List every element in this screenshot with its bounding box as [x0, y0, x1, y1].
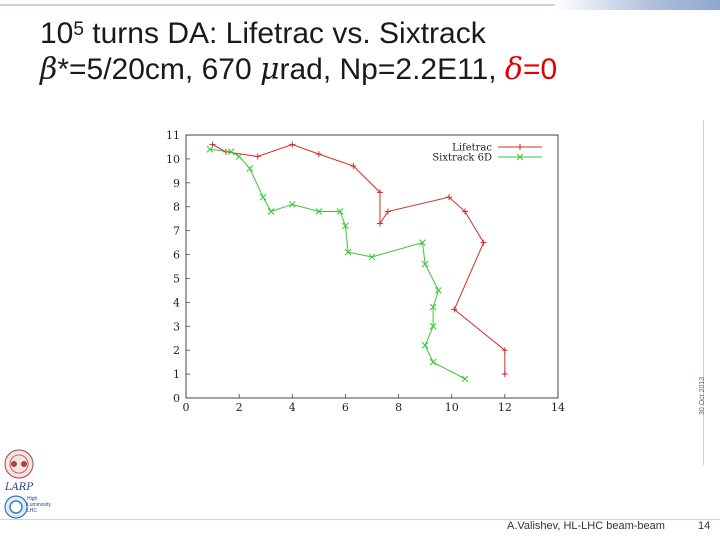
data-point	[267, 208, 275, 215]
x-tick-label: 14	[551, 401, 565, 414]
data-point	[421, 342, 429, 349]
x-tick-label: 10	[445, 401, 459, 414]
data-point	[376, 189, 383, 196]
x-tick-label: 2	[236, 401, 243, 414]
data-point	[254, 153, 261, 160]
y-tick-label: 0	[173, 392, 180, 405]
y-tick-label: 2	[173, 344, 180, 357]
mu-symbol: μ	[259, 52, 280, 87]
data-point	[429, 358, 437, 366]
y-tick-label: 6	[173, 249, 180, 262]
data-point	[384, 208, 391, 215]
series-sixtrack-6d	[206, 145, 469, 383]
x-tick-label: 12	[498, 401, 512, 414]
y-tick-label: 11	[166, 129, 180, 142]
slide-title: 105 turns DA: Lifetrac vs. Sixtrack β*=5…	[40, 16, 557, 88]
data-point	[288, 200, 296, 208]
larp-logo: LARP	[4, 449, 34, 493]
x-tick-label: 0	[183, 401, 190, 414]
data-point	[227, 148, 235, 156]
y-tick-label: 1	[173, 368, 180, 381]
series-line	[209, 148, 466, 380]
series-line	[212, 144, 506, 375]
data-point	[259, 193, 267, 201]
data-point	[501, 371, 508, 378]
data-point	[235, 153, 243, 160]
data-point	[516, 153, 524, 161]
data-point	[368, 253, 376, 261]
y-tick-label: 7	[173, 225, 180, 238]
title-line-1: 105 turns DA: Lifetrac vs. Sixtrack	[40, 17, 486, 50]
data-point	[429, 303, 437, 311]
y-tick-label: 5	[173, 272, 180, 285]
data-point	[462, 208, 468, 215]
data-point	[517, 144, 523, 150]
data-point	[435, 287, 442, 294]
side-date: 30 Oct 2013	[699, 376, 706, 415]
title-line-2: β*=5/20cm, 670 μrad, Np=2.2E11, δ=0	[40, 52, 558, 87]
data-point	[451, 306, 458, 313]
slide-number: 14	[698, 520, 711, 532]
data-point	[206, 145, 214, 153]
data-point	[315, 151, 322, 158]
x-tick-label: 8	[395, 401, 402, 414]
x-tick-label: 6	[342, 401, 349, 414]
x-tick-label: 4	[289, 401, 296, 414]
delta-condition: δ=0	[504, 52, 558, 87]
data-point	[501, 347, 508, 354]
y-tick-label: 9	[173, 177, 180, 190]
header-accent-bar	[555, 0, 720, 10]
data-point	[342, 222, 349, 230]
data-point	[419, 239, 426, 246]
header-rule	[0, 4, 720, 6]
legend-label: Sixtrack 6D	[432, 153, 492, 164]
y-tick-label: 10	[166, 153, 180, 166]
svg-text:LARP: LARP	[4, 482, 33, 493]
series-lifetrac	[209, 141, 508, 378]
data-point	[350, 163, 357, 170]
data-point	[315, 208, 323, 215]
data-point	[480, 239, 487, 246]
beta-symbol: β	[40, 52, 58, 87]
side-rule	[703, 120, 704, 465]
chart-series	[206, 141, 508, 383]
data-point	[429, 322, 437, 330]
y-tick-label: 4	[173, 296, 180, 309]
legend-label: Lifetrac	[452, 143, 492, 154]
data-point	[376, 220, 383, 227]
data-point	[446, 194, 453, 201]
footer-author: A.Valishev, HL-LHC beam-beam	[507, 520, 665, 532]
hl-lhc-logo	[4, 495, 28, 519]
data-point	[289, 141, 296, 148]
plot-frame	[185, 134, 559, 399]
y-tick-label: 8	[173, 201, 180, 214]
footer-rule	[0, 519, 720, 520]
hl-lhc-logo-text: High Luminosity LHC	[27, 496, 51, 514]
data-point	[336, 208, 344, 215]
data-point	[461, 375, 469, 383]
data-point	[344, 248, 352, 256]
y-tick-label: 3	[173, 320, 180, 333]
chart-axes	[185, 134, 559, 399]
data-point	[421, 260, 429, 268]
data-point	[246, 165, 254, 172]
